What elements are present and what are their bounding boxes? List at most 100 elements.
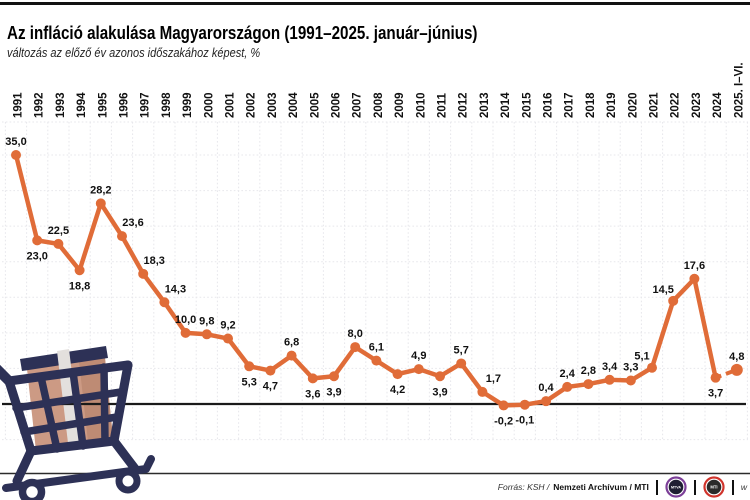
data-point bbox=[435, 371, 445, 382]
data-label: 3,7 bbox=[708, 388, 723, 400]
data-point bbox=[244, 361, 255, 372]
data-point bbox=[223, 333, 233, 344]
year-label: 2008 bbox=[373, 92, 385, 118]
source-prefix: Forrás: KSH / bbox=[497, 482, 550, 492]
mtva-logo-text: MTVA bbox=[671, 485, 681, 489]
year-label: 2021 bbox=[649, 92, 661, 118]
year-label: 1999 bbox=[182, 92, 194, 118]
data-label: 10,0 bbox=[175, 314, 196, 326]
mtva-logo: MTVA bbox=[665, 476, 687, 498]
data-label: -0,2 bbox=[494, 415, 513, 427]
data-point bbox=[689, 273, 700, 284]
data-point bbox=[562, 381, 573, 392]
cart-basket-vbars bbox=[37, 363, 109, 453]
data-label: 0,4 bbox=[538, 382, 554, 394]
year-label: 2002 bbox=[246, 92, 258, 118]
source-names: Nemzeti Archívum / MTI bbox=[553, 482, 649, 492]
separator-bar bbox=[693, 479, 696, 495]
cart-basket-rim bbox=[4, 360, 133, 386]
data-labels: 35,0 23,0 22,5 18,8 28,2 23,6 18,3 14,3 10,0 9,8 9… bbox=[5, 136, 744, 427]
data-label: 14,3 bbox=[165, 283, 186, 295]
data-label: 28,2 bbox=[90, 184, 111, 196]
year-label: 2020 bbox=[627, 92, 639, 118]
cart-basket-outline bbox=[4, 360, 133, 456]
data-point bbox=[604, 374, 615, 385]
year-label: 2007 bbox=[352, 92, 364, 118]
data-point bbox=[625, 375, 636, 386]
data-point bbox=[180, 327, 191, 338]
data-label: 18,8 bbox=[69, 280, 90, 292]
mti-logo-disc bbox=[706, 479, 722, 495]
year-label: 2010 bbox=[415, 92, 427, 118]
data-label: 22,5 bbox=[48, 225, 69, 237]
data-label: 17,6 bbox=[684, 260, 705, 272]
data-point bbox=[350, 342, 361, 353]
cart-wheel-right bbox=[115, 468, 141, 494]
data-point bbox=[647, 362, 657, 373]
data-label: 23,6 bbox=[122, 217, 143, 229]
data-point bbox=[413, 364, 424, 375]
cart-legs bbox=[12, 436, 141, 486]
year-label: 1994 bbox=[76, 92, 88, 118]
year-label: 2000 bbox=[203, 92, 215, 118]
data-point bbox=[498, 400, 509, 411]
separator-bar bbox=[731, 479, 734, 495]
data-point bbox=[201, 329, 212, 340]
year-label: 2014 bbox=[500, 92, 512, 118]
separator-bar bbox=[655, 479, 658, 495]
data-point bbox=[329, 371, 339, 382]
data-point bbox=[117, 231, 127, 242]
year-label: 2017 bbox=[564, 92, 576, 118]
year-label: 2024 bbox=[712, 92, 724, 118]
data-label: 3,6 bbox=[305, 388, 320, 400]
data-label: 4,2 bbox=[390, 384, 405, 396]
data-label: 4,8 bbox=[729, 351, 744, 363]
data-point bbox=[265, 365, 276, 376]
cart-wheel-left bbox=[18, 478, 46, 500]
year-label: 2001 bbox=[225, 92, 237, 118]
chart-subtitle: változás az előző év azonos időszakához … bbox=[7, 46, 261, 60]
data-label: 23,0 bbox=[26, 250, 47, 262]
year-label: 1996 bbox=[119, 92, 131, 118]
mti-logo-ring bbox=[703, 476, 725, 498]
data-label: -0,1 bbox=[515, 415, 534, 427]
data-point bbox=[541, 396, 551, 407]
year-label: 2013 bbox=[479, 92, 491, 118]
data-point bbox=[456, 358, 467, 369]
chart-title: Az infláció alakulása Magyarországon (19… bbox=[7, 22, 478, 43]
url-fragment: w bbox=[740, 482, 747, 492]
data-point bbox=[668, 295, 679, 306]
data-point bbox=[53, 238, 64, 249]
year-label: 2018 bbox=[585, 92, 597, 118]
year-label: 1993 bbox=[55, 92, 67, 118]
year-label: 2022 bbox=[670, 92, 682, 118]
inflation-line bbox=[13, 152, 718, 408]
year-label: 2019 bbox=[606, 92, 618, 118]
data-point bbox=[74, 265, 85, 276]
data-label: 6,1 bbox=[369, 342, 384, 354]
data-label: 4,7 bbox=[263, 381, 278, 393]
gridlines bbox=[2, 121, 748, 441]
data-point bbox=[138, 268, 149, 279]
data-label: 3,9 bbox=[432, 386, 447, 398]
year-label: 1992 bbox=[34, 92, 46, 118]
data-points bbox=[11, 150, 743, 411]
source-footer: Forrás: KSH / Nemzeti Archívum / MTI MTV… bbox=[497, 476, 747, 498]
shopping-cart-illustration bbox=[0, 360, 155, 500]
data-point bbox=[477, 386, 488, 397]
year-label: 2016 bbox=[543, 92, 555, 118]
year-label: 2009 bbox=[394, 92, 406, 118]
data-label: 9,2 bbox=[220, 320, 235, 332]
data-point bbox=[159, 297, 170, 308]
year-label: 2025. I–VI. bbox=[733, 62, 745, 118]
data-label: 3,9 bbox=[326, 386, 341, 398]
year-label: 1995 bbox=[97, 92, 109, 118]
cart-base-bar bbox=[2, 455, 155, 492]
data-label: 5,1 bbox=[634, 351, 649, 363]
year-label: 2004 bbox=[288, 92, 300, 118]
year-label: 2006 bbox=[331, 92, 343, 118]
data-point bbox=[730, 363, 743, 376]
data-point bbox=[371, 355, 382, 366]
mti-logo-text: MTI bbox=[710, 485, 717, 490]
